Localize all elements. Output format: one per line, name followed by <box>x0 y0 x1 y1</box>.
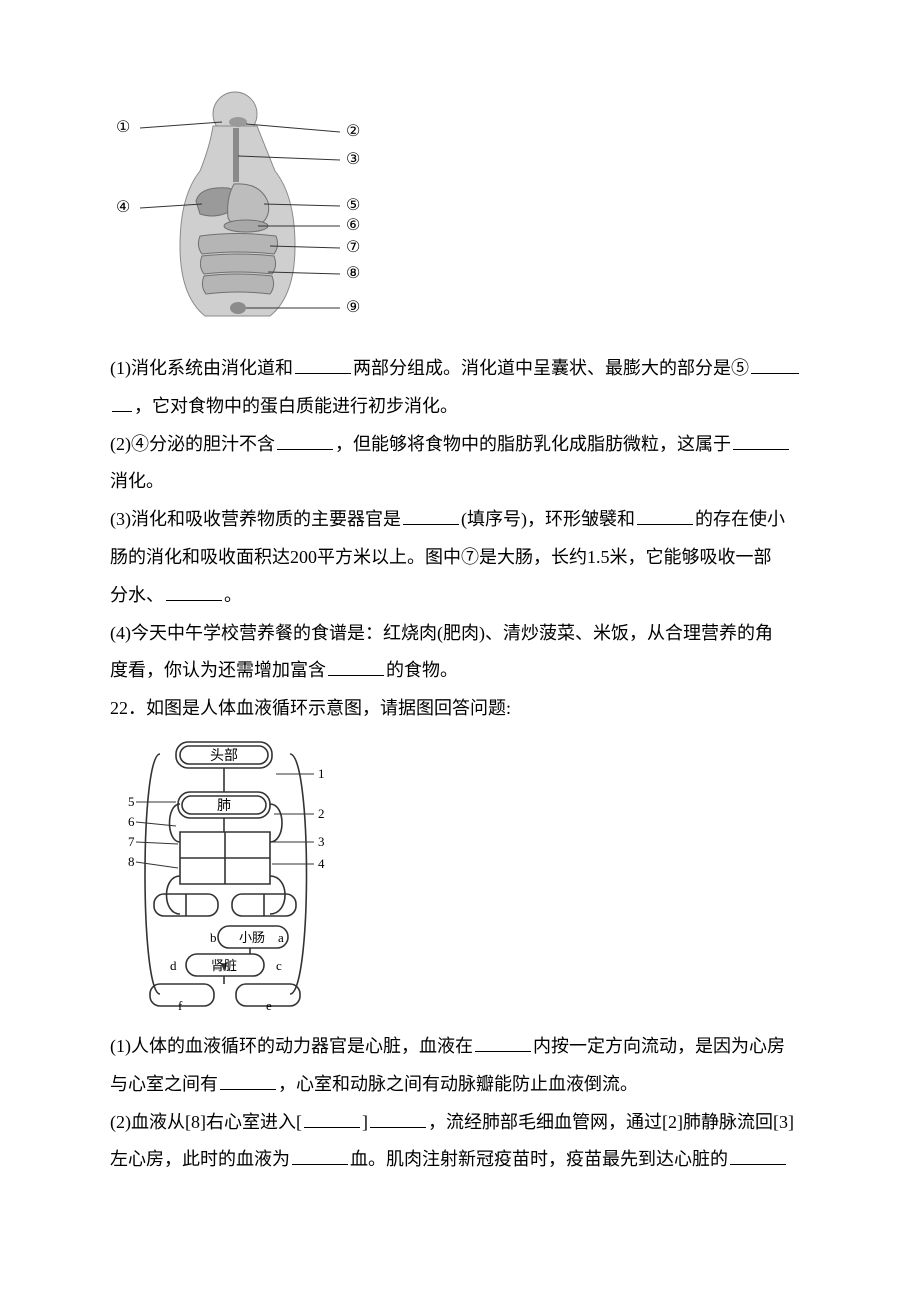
blank <box>304 1109 360 1128</box>
q22-line3: (2)血液从[8]右心室进入[] ，流经肺部毛细血管网，通过[2]肺静脉流回[3] <box>110 1104 810 1142</box>
q1-line1: (1)消化系统由消化道和 两部分组成。消化道中呈囊状、最膨大的部分是⑤ <box>110 350 810 388</box>
letter-d: d <box>170 958 177 973</box>
q1-line9: 度看，你认为还需增加富含 的食物。 <box>110 652 810 690</box>
q1-p9a: 度看，你认为还需增加富含 <box>110 660 326 680</box>
num-4: 4 <box>318 856 325 871</box>
figure-digestive-system: ① ④ ② ③ ⑤ ⑥ ⑦ ⑧ ⑨ <box>110 86 810 336</box>
q1-line6: 肠的消化和吸收面积达200平方米以上。图中⑦是大肠，长约1.5米，它能够吸收一部 <box>110 539 810 577</box>
blank <box>370 1109 426 1128</box>
blank <box>730 1146 786 1165</box>
num-6: 6 <box>128 814 135 829</box>
label-5: ⑤ <box>346 197 360 214</box>
label-7: ⑦ <box>346 239 360 256</box>
blank <box>112 393 132 412</box>
label-3: ③ <box>346 151 360 168</box>
q1-p5a: (3)消化和吸收营养物质的主要器官是 <box>110 509 401 529</box>
figure-blood-circulation: 头部 肺 小肠 肾脏 5 6 7 8 1 2 3 4 <box>110 734 810 1014</box>
label-9: ⑨ <box>346 299 360 316</box>
box-kidney: 肾脏 <box>211 958 237 973</box>
q22-p4b: 血。肌肉注射新冠疫苗时，疫苗最先到达心脏的 <box>350 1149 728 1169</box>
box-lung: 肺 <box>217 798 231 814</box>
blank <box>751 355 799 374</box>
q1-line8: (4)今天中午学校营养餐的食谱是：红烧肉(肥肉)、清炒菠菜、米饭，从合理营养的角 <box>110 615 810 653</box>
letter-b: b <box>210 930 217 945</box>
q1-p5b: (填序号)，环形皱襞和 <box>461 509 635 529</box>
blank <box>733 431 789 450</box>
blank <box>277 431 333 450</box>
letter-f: f <box>178 998 183 1013</box>
q1-p1b: 两部分组成。消化道中呈囊状、最膨大的部分是⑤ <box>353 358 749 378</box>
q22-p2b: ，心室和动脉之间有动脉瓣能防止血液倒流。 <box>278 1074 638 1094</box>
q1-line3: (2)④分泌的胆汁不含 ，但能够将食物中的脂肪乳化成脂肪微粒，这属于 <box>110 426 810 464</box>
q1-line2: ，它对食物中的蛋白质能进行初步消化。 <box>110 388 810 426</box>
blank <box>166 582 222 601</box>
num-1: 1 <box>318 766 325 781</box>
q1-p9b: 的食物。 <box>386 660 458 680</box>
blank <box>295 355 351 374</box>
blank <box>475 1033 531 1052</box>
label-6: ⑥ <box>346 217 360 234</box>
q22-p1a: (1)人体的血液循环的动力器官是心脏，血液在 <box>110 1036 473 1056</box>
q1-p1a: (1)消化系统由消化道和 <box>110 358 293 378</box>
circulation-diagram-svg: 头部 肺 小肠 肾脏 5 6 7 8 1 2 3 4 <box>110 734 340 1014</box>
q22-p1b: 内按一定方向流动，是因为心房 <box>533 1036 785 1056</box>
label-8: ⑧ <box>346 265 360 282</box>
q1-p3a: (2)④分泌的胆汁不含 <box>110 434 275 454</box>
q22-line2: 与心室之间有 ，心室和动脉之间有动脉瓣能防止血液倒流。 <box>110 1066 810 1104</box>
q22-p3a: (2)血液从[8]右心室进入[ <box>110 1112 302 1132</box>
letter-a: a <box>278 930 284 945</box>
blank <box>637 506 693 525</box>
label-1: ① <box>116 119 130 136</box>
digestive-diagram-svg: ① ④ ② ③ ⑤ ⑥ ⑦ ⑧ ⑨ <box>110 86 370 336</box>
num-3: 3 <box>318 834 325 849</box>
num-7: 7 <box>128 834 135 849</box>
blank <box>328 657 384 676</box>
q1-p8a: (4)今天中午学校营养餐的食谱是：红烧肉(肥肉)、清炒菠菜、米饭，从合理营养的角 <box>110 623 773 643</box>
label-2: ② <box>346 123 360 140</box>
q1-line4: 消化。 <box>110 463 810 501</box>
exam-page: ① ④ ② ③ ⑤ ⑥ ⑦ ⑧ ⑨ (1)消化系统由消化道和 两部分组成。消化道中… <box>0 0 920 1302</box>
q22-p4a: 左心房，此时的血液为 <box>110 1149 290 1169</box>
q1-p6a: 肠的消化和吸收面积达200平方米以上。图中⑦是大肠，长约1.5米，它能够吸收一部 <box>110 547 772 567</box>
blank <box>220 1071 276 1090</box>
num-8: 8 <box>128 854 135 869</box>
q22-intro: 22．如图是人体血液循环示意图，请据图回答问题: <box>110 690 810 728</box>
num-5: 5 <box>128 794 135 809</box>
q1-p2a: ，它对食物中的蛋白质能进行初步消化。 <box>134 396 458 416</box>
q1-line7: 分水、 。 <box>110 577 810 615</box>
q1-p4a: 消化。 <box>110 471 164 491</box>
q22-line1: (1)人体的血液循环的动力器官是心脏，血液在 内按一定方向流动，是因为心房 <box>110 1028 810 1066</box>
blank <box>292 1146 348 1165</box>
box-head: 头部 <box>210 748 238 764</box>
q22-p3b: ] <box>362 1112 368 1132</box>
q1-p7b: 。 <box>224 585 242 605</box>
letter-c: c <box>276 958 282 973</box>
q1-p7a: 分水、 <box>110 585 164 605</box>
q22-p3c: ，流经肺部毛细血管网，通过[2]肺静脉流回[3] <box>428 1112 794 1132</box>
letter-e: e <box>266 998 272 1013</box>
q1-p3b: ，但能够将食物中的脂肪乳化成脂肪微粒，这属于 <box>335 434 731 454</box>
q1-p5c: 的存在使小 <box>695 509 785 529</box>
q1-line5: (3)消化和吸收营养物质的主要器官是 (填序号)，环形皱襞和 的存在使小 <box>110 501 810 539</box>
q22-p2a: 与心室之间有 <box>110 1074 218 1094</box>
box-intestine: 小肠 <box>239 930 265 945</box>
blank <box>403 506 459 525</box>
label-4: ④ <box>116 199 130 216</box>
num-2: 2 <box>318 806 325 821</box>
q22-line4: 左心房，此时的血液为 血。肌肉注射新冠疫苗时，疫苗最先到达心脏的 <box>110 1141 810 1179</box>
